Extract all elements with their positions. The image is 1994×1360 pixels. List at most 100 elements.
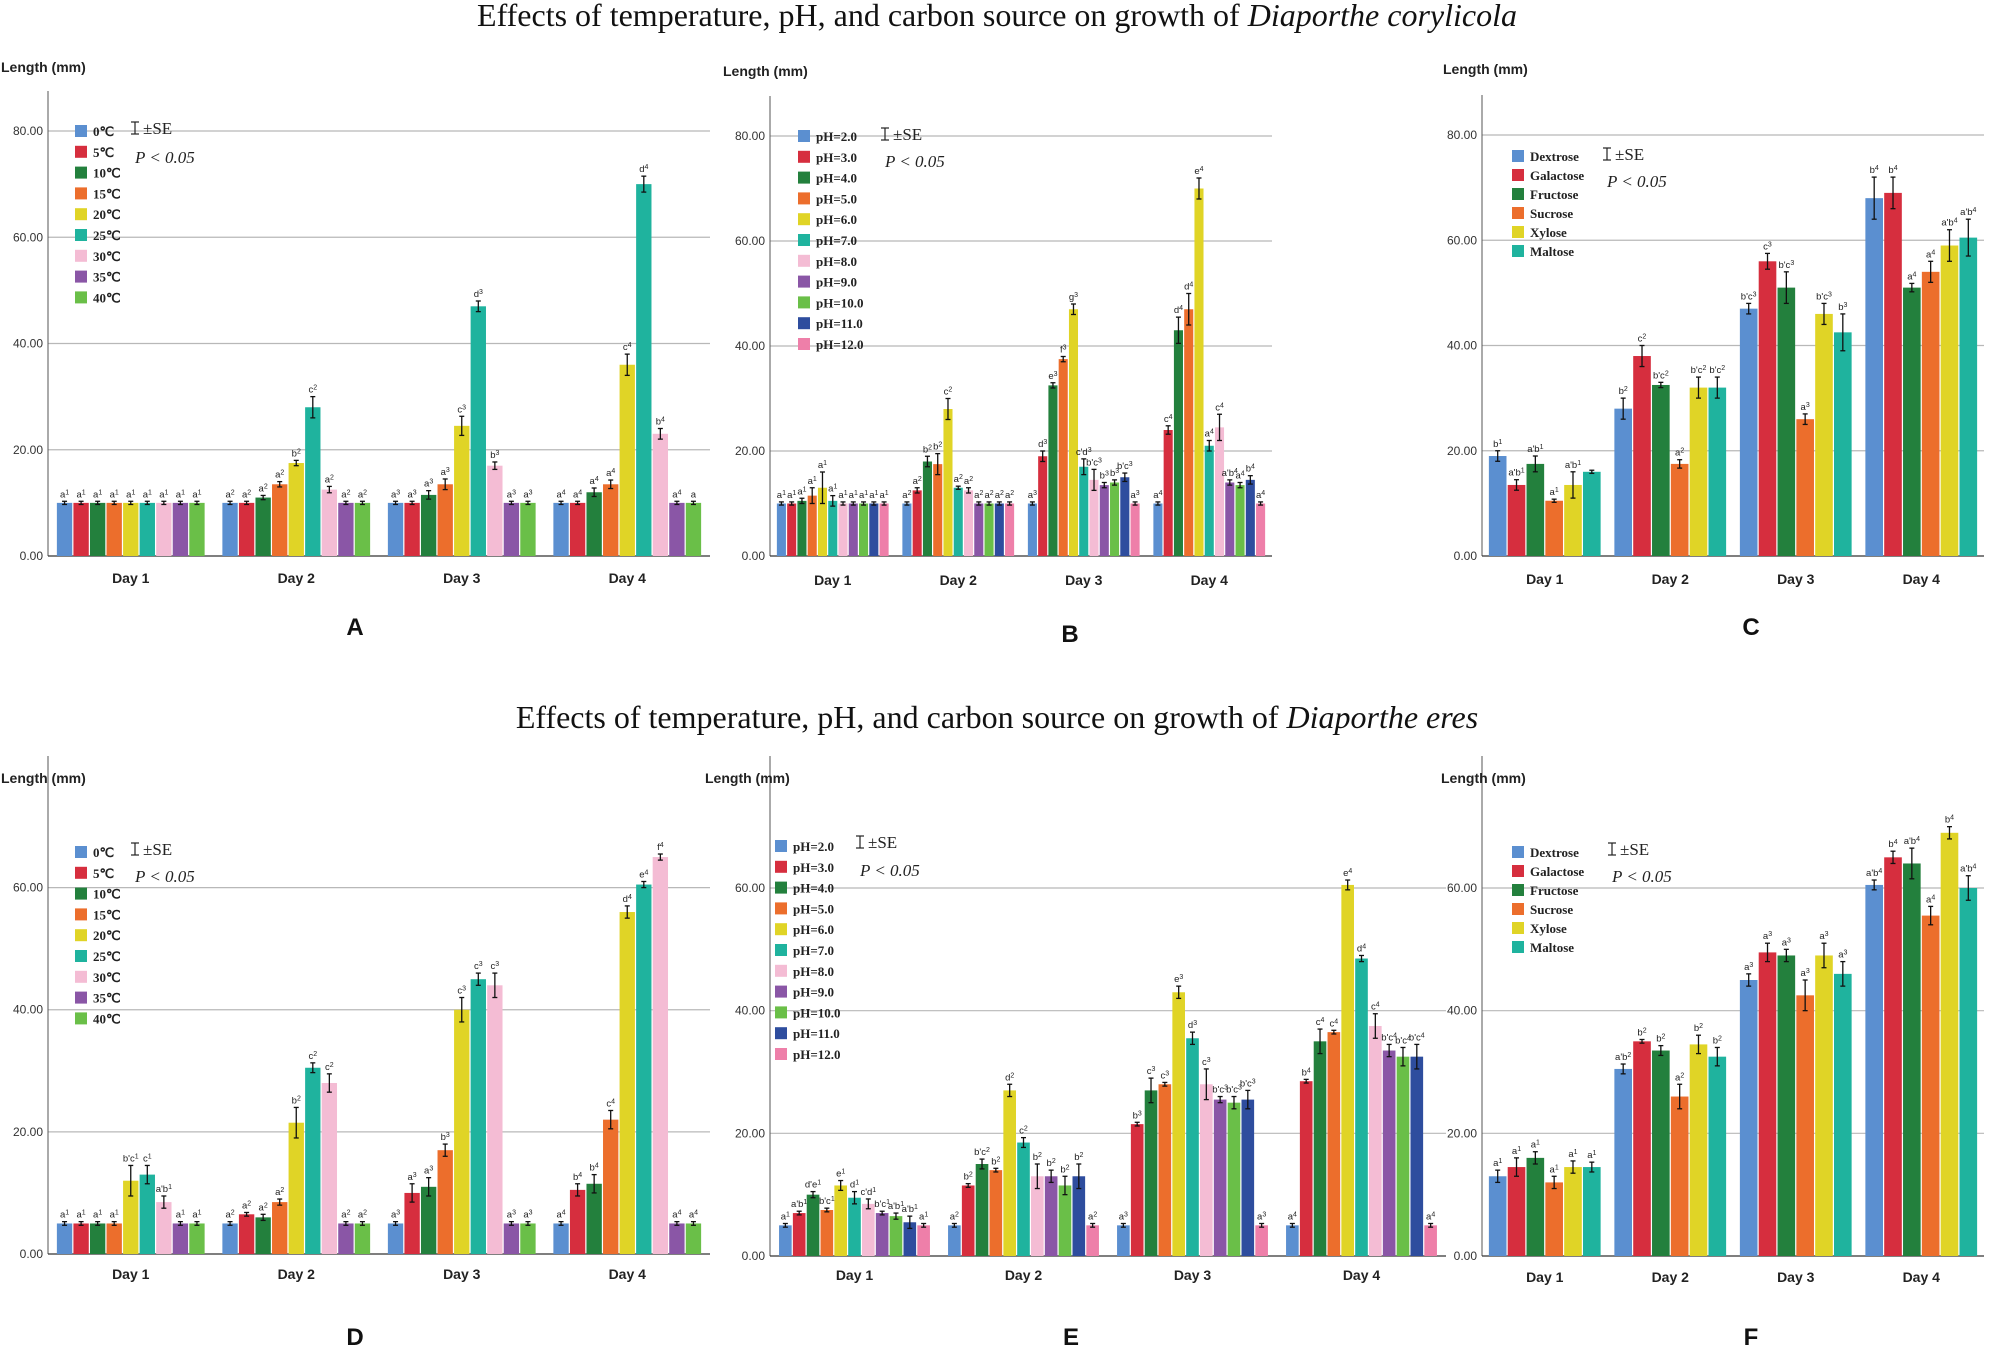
significance-letter: b'c3 <box>1212 1085 1228 1096</box>
bar <box>1583 471 1601 556</box>
legend-swatch <box>75 970 87 983</box>
bar <box>1834 973 1852 1256</box>
legend-swatch <box>775 881 787 894</box>
bar <box>685 1223 702 1254</box>
y-tick-label: 20.00 <box>13 443 43 457</box>
legend-swatch <box>1512 226 1524 238</box>
bar <box>1058 1185 1072 1256</box>
bar <box>961 1185 975 1256</box>
significance-letter: a3 <box>1257 1211 1266 1222</box>
legend-label: pH=6.0 <box>793 922 834 937</box>
significance-letter: a1 <box>1587 1150 1596 1161</box>
bar <box>989 1170 1003 1256</box>
significance-letter: b3 <box>1133 1110 1142 1121</box>
bar <box>1003 1090 1016 1256</box>
y-tick-label: 20.00 <box>1447 444 1477 458</box>
significance-letter: b4 <box>1302 1067 1311 1078</box>
bar <box>817 487 828 556</box>
legend-label: Fructose <box>1530 883 1579 898</box>
bar <box>454 1009 470 1254</box>
significance-letter: d4 <box>1357 943 1366 954</box>
bar <box>255 497 271 556</box>
bar <box>222 502 238 556</box>
significance-letter: a2 <box>225 1210 234 1221</box>
bar <box>879 503 889 556</box>
bar <box>56 502 73 556</box>
y-axis-title: Length (mm) <box>705 770 790 786</box>
significance-letter: a1 <box>176 1210 185 1221</box>
x-tick-label: Day 2 <box>940 572 978 588</box>
significance-letter: a4 <box>672 489 681 500</box>
significance-letter: b4 <box>1870 165 1879 176</box>
significance-letter: b'c3 <box>1226 1085 1242 1096</box>
legend-label: Xylose <box>1530 921 1567 936</box>
legend-swatch <box>1512 169 1524 181</box>
legend-label: pH=10.0 <box>816 295 864 310</box>
x-tick-label: Day 3 <box>1777 571 1815 587</box>
y-tick-label: 20.00 <box>13 1125 43 1139</box>
y-axis-title: Length (mm) <box>1443 61 1528 77</box>
bar <box>1652 384 1670 556</box>
significance-letter: a2 <box>225 489 234 500</box>
legend-label: 20℃ <box>93 207 121 222</box>
legend-label: Maltose <box>1530 244 1574 259</box>
se-label: ±SE <box>143 119 172 138</box>
bar <box>1865 198 1883 556</box>
bar <box>838 503 848 556</box>
bar <box>189 1223 205 1254</box>
y-tick-label: 40.00 <box>735 1004 765 1018</box>
bar <box>1777 287 1796 556</box>
significance-letter: a1 <box>143 489 152 500</box>
bar <box>1903 863 1921 1256</box>
bar <box>586 492 602 556</box>
significance-letter: a3 <box>1838 950 1847 961</box>
significance-letter: a1 <box>60 489 69 500</box>
bar <box>1526 1157 1545 1256</box>
bar <box>1708 1056 1727 1256</box>
y-tick-label: 20.00 <box>1447 1126 1477 1140</box>
legend-swatch <box>775 1027 787 1040</box>
bar <box>1583 1167 1601 1256</box>
significance-letter: a1 <box>838 490 847 501</box>
significance-letter: e4 <box>1343 868 1352 879</box>
bar <box>1884 192 1902 556</box>
significance-letter: a4 <box>672 1210 681 1221</box>
significance-letter: b4 <box>1888 839 1897 850</box>
significance-letter: a3 <box>391 489 400 500</box>
bar <box>787 503 797 556</box>
legend-label: pH=8.0 <box>793 964 834 979</box>
significance-letter: a'b4 <box>1866 868 1882 879</box>
significance-letter: a2 <box>275 470 284 481</box>
bar <box>797 500 807 556</box>
significance-letter: b4 <box>1888 165 1897 176</box>
bar <box>1526 463 1545 556</box>
legend-swatch <box>798 254 810 267</box>
legend-label: pH=9.0 <box>793 985 834 1000</box>
significance-letter: b'c3 <box>1117 461 1133 472</box>
legend-label: 30℃ <box>93 249 121 264</box>
legend-label: pH=4.0 <box>816 171 857 186</box>
bar <box>1200 1084 1213 1256</box>
bar <box>603 1119 619 1254</box>
significance-letter: a3 <box>424 479 433 490</box>
y-tick-label: 60.00 <box>1447 881 1477 895</box>
legend-swatch <box>75 908 87 921</box>
bar <box>1058 359 1068 556</box>
significance-letter: a4 <box>590 476 599 487</box>
bar <box>1341 884 1354 1256</box>
legend-swatch <box>798 130 810 142</box>
y-tick-label: 0.00 <box>742 1249 766 1263</box>
legend-swatch <box>75 291 87 304</box>
significance-letter: a3 <box>441 467 450 478</box>
legend-label: 35℃ <box>93 270 121 285</box>
bar <box>1163 430 1173 556</box>
y-tick-label: 40.00 <box>735 339 765 353</box>
significance-letter: b2 <box>991 1156 1000 1167</box>
bar <box>953 487 963 556</box>
significance-letter: a1 <box>76 489 85 500</box>
bar <box>56 1223 73 1254</box>
bar <box>338 1223 354 1254</box>
legend-label: pH=8.0 <box>816 254 857 269</box>
significance-letter: b3 <box>1110 468 1119 479</box>
